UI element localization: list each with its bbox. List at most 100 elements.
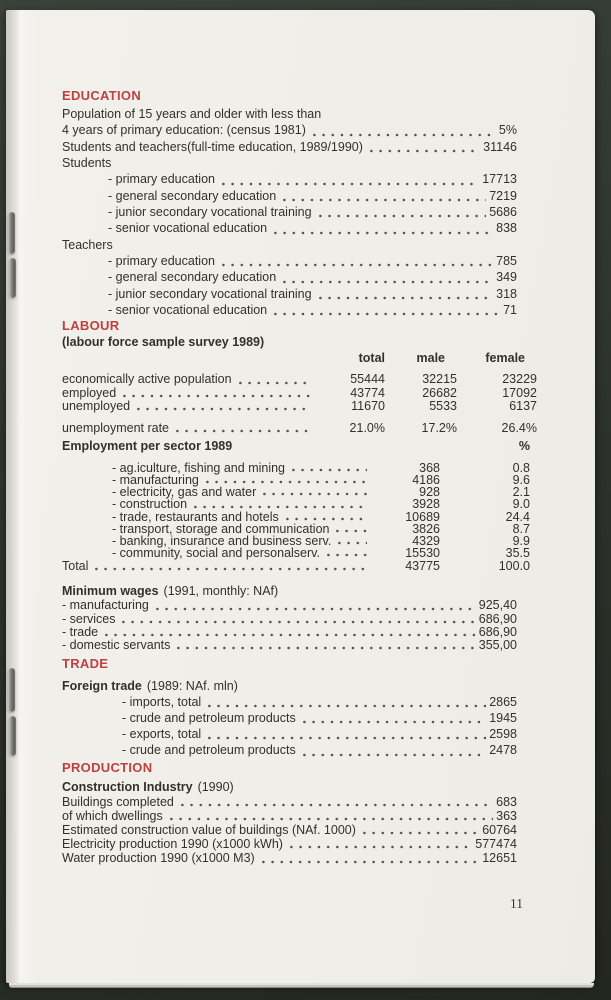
section-trade: TRADE Foreign trade (1989: NAf. mln) - i…	[62, 656, 517, 759]
row-label: unemployment rate	[62, 420, 170, 435]
page-content: EDUCATION Population of 15 years and old…	[62, 10, 537, 866]
row-value: 1945	[489, 711, 517, 726]
stat-row: 4 years of primary education: (census 19…	[62, 122, 517, 138]
staple-prong	[8, 212, 15, 254]
dot-leader	[302, 752, 487, 757]
row-value: 60764	[482, 823, 517, 838]
employment-sector-heading: Employment per sector 1989	[62, 438, 233, 453]
wage-row: - trade 686,90	[62, 624, 517, 639]
cell-pct: 2.1	[512, 485, 530, 500]
sector-row: - manufacturing 4186 9.6	[62, 473, 530, 488]
production-row: of which dwellings 363	[62, 809, 517, 823]
dot-leader	[274, 230, 494, 235]
section-production: PRODUCTION Construction Industry (1990) …	[62, 760, 517, 866]
row-value: 363	[496, 808, 517, 823]
stat-row: - general secondary education 349	[62, 269, 517, 285]
labour-subheading: (labour force sample survey 1989)	[62, 335, 265, 350]
row-value: 12651	[482, 851, 517, 866]
cell-total: 43774	[350, 385, 385, 400]
cell-total: 11670	[351, 398, 385, 413]
row-label: - manufacturing	[62, 598, 149, 613]
dot-leader	[274, 312, 501, 317]
sector-total-row: Total 43775 100.0	[62, 560, 530, 573]
row-label: - ag.iculture, fishing and mining	[112, 460, 286, 475]
dot-leader	[205, 480, 367, 485]
cell-value: 43775	[405, 559, 440, 574]
row-label: - banking, insurance and business serv.	[112, 534, 332, 549]
cell-value: 4186	[412, 473, 440, 488]
row-label: - senior vocational education	[108, 221, 268, 236]
stat-row: - primary education 17713	[62, 171, 517, 187]
row-label: employed	[62, 385, 117, 400]
dot-leader	[336, 529, 367, 534]
dot-leader	[122, 619, 476, 624]
section-education: EDUCATION Population of 15 years and old…	[62, 88, 517, 318]
construction-industry-heading: Construction Industry (1990)	[62, 779, 234, 794]
row-label: economically active population	[62, 372, 232, 387]
cell-value: 368	[419, 460, 440, 475]
stat-row: Students and teachers(full-time educatio…	[62, 139, 517, 155]
row-label: - trade, restaurants and hotels	[112, 509, 279, 524]
stat-row: - general secondary education 7219	[62, 188, 517, 204]
wage-row: - services 686,90	[62, 611, 517, 626]
staple-prong	[9, 716, 16, 756]
cell-value: 15530	[405, 546, 440, 561]
cell-pct: 9.6	[512, 473, 530, 488]
dot-leader	[263, 492, 367, 497]
dot-leader	[369, 149, 481, 154]
cell-total: 21.0%	[349, 420, 385, 435]
row-label: Water production 1990 (x1000 M3)	[62, 851, 255, 866]
row-value: 925,40	[478, 598, 517, 613]
production-row: Buildings completed 683	[62, 795, 517, 809]
row-label: Estimated construction value of building…	[62, 823, 356, 838]
labour-row: employed 43774 26682 17092	[62, 385, 537, 400]
dot-leader	[180, 802, 494, 807]
page-number: 11	[510, 896, 523, 911]
dot-leader	[292, 468, 367, 473]
wage-row: - domestic servants 355,00	[62, 638, 517, 652]
dot-leader	[208, 736, 487, 741]
dot-leader	[177, 645, 476, 650]
unemployment-rate-row: unemployment rate 21.0% 17.2% 26.4%	[62, 420, 537, 435]
sector-row: - construction 3928 9.0	[62, 497, 530, 512]
row-label: - crude and petroleum products	[122, 743, 296, 758]
dot-leader	[123, 393, 310, 398]
row-value: 785	[496, 254, 517, 269]
row-value: 686,90	[478, 611, 517, 626]
dot-leader	[362, 831, 480, 836]
row-label: Total	[62, 559, 89, 574]
dot-leader	[261, 859, 480, 864]
row-value: 686,90	[478, 624, 517, 639]
row-label: - crude and petroleum products	[122, 711, 296, 726]
dot-leader	[318, 214, 487, 219]
production-row: Electricity production 1990 (x1000 kWh) …	[62, 837, 517, 851]
cell-pct: 100.0	[498, 559, 530, 574]
cell-female: 26.4%	[501, 420, 537, 435]
dot-leader	[326, 553, 367, 558]
row-value: 31146	[483, 139, 517, 154]
row-label: - services	[62, 611, 116, 626]
text-line: Population of 15 years and older with le…	[62, 106, 517, 122]
dot-leader	[318, 296, 494, 301]
section-labour: LABOUR (labour force sample survey 1989)…	[62, 318, 537, 652]
cell-pct: 8.7	[512, 521, 530, 536]
cell-male: 26682	[422, 385, 457, 400]
row-label: - primary education	[108, 172, 215, 187]
row-label: - exports, total	[122, 727, 202, 742]
percent-col-header: %	[518, 438, 530, 453]
cell-pct: 9.0	[512, 497, 530, 512]
stat-row: - junior secondary vocational training 3…	[62, 286, 517, 302]
row-value: 71	[503, 303, 517, 318]
staple-prong	[9, 258, 16, 298]
employment-sector-heading-row: Employment per sector 1989 %	[62, 439, 530, 453]
document-page: EDUCATION Population of 15 years and old…	[6, 10, 595, 988]
row-label: - general secondary education	[108, 188, 277, 203]
sector-row: - ag.iculture, fishing and mining 368 0.…	[62, 460, 530, 475]
dot-leader	[137, 406, 310, 411]
dot-leader	[283, 198, 487, 203]
row-label: - community, social and personalserv.	[112, 546, 320, 561]
cell-value: 10689	[405, 509, 440, 524]
minimum-wages-heading: Minimum wages (1991, monthly: NAf)	[62, 584, 279, 599]
intro-text: Population of 15 years and older with le…	[62, 107, 322, 121]
row-label: - transport, storage and communication	[112, 521, 330, 536]
